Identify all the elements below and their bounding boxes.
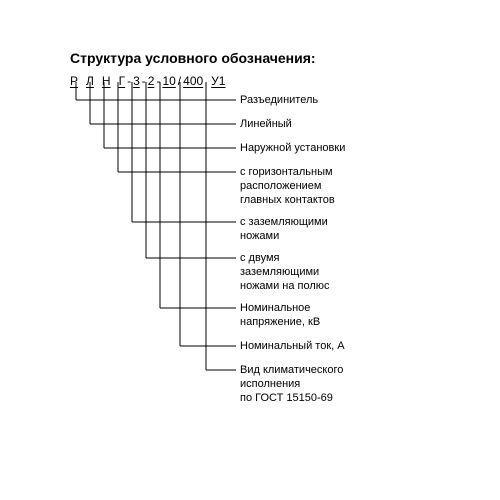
description-item: с горизонтальным расположением главных к… <box>240 166 335 207</box>
code-part: Л <box>86 74 94 88</box>
separator: - <box>142 74 146 88</box>
description-item: Разъединитель <box>240 94 318 108</box>
description-item: с заземляющими ножами <box>240 216 328 244</box>
description-item: Вид климатического исполнения по ГОСТ 15… <box>240 364 343 405</box>
description-item: Номинальное напряжение, кВ <box>240 302 320 330</box>
code-part: 400 <box>183 74 203 88</box>
code-part: У1 <box>211 74 225 88</box>
description-item: с двумя заземляющими ножами на полюс <box>240 252 330 293</box>
separator: - <box>127 74 131 88</box>
description-item: Линейный <box>240 118 292 132</box>
separator: - <box>156 74 160 88</box>
diagram-title: Структура условного обозначения: <box>70 50 460 66</box>
description-item: Номинальный ток, А <box>240 340 345 354</box>
description-item: Наружной установки <box>240 142 345 156</box>
code-part: Н <box>102 74 111 88</box>
code-part: Г <box>119 74 126 88</box>
code-part: Р <box>70 74 78 88</box>
code-part: 2 <box>148 74 155 88</box>
code-row: Р Л Н Г-3-2-10/400 У1 <box>70 74 460 88</box>
code-part: 10 <box>162 74 175 88</box>
code-part: 3 <box>133 74 140 88</box>
separator: / <box>178 74 181 88</box>
